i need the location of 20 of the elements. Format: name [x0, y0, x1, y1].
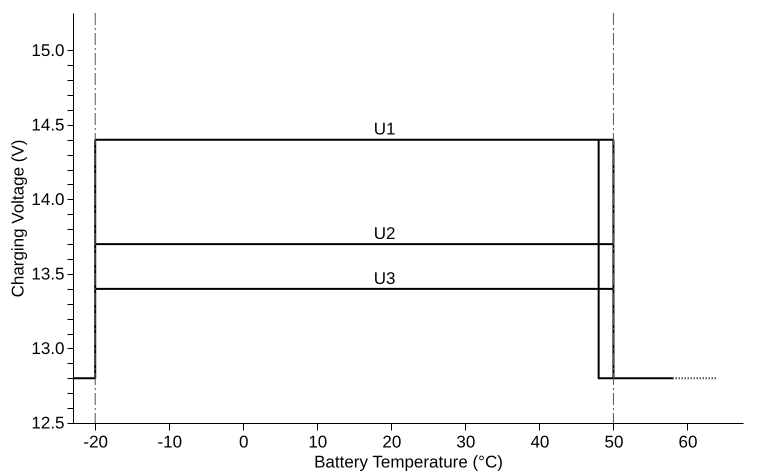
y-tick-label: 14.0	[31, 190, 64, 209]
y-axis-title: Charging Voltage (V)	[8, 140, 28, 298]
x-axis-title: Battery Temperature (°C)	[314, 452, 503, 472]
annotation: U2	[374, 224, 396, 244]
annotation: U3	[374, 268, 396, 288]
x-tick-label: 10	[308, 432, 328, 452]
x-tick-label: 20	[382, 432, 402, 452]
annotation: U1	[374, 120, 396, 139]
x-tick-label: 50	[604, 432, 624, 452]
x-tick-label: 0	[239, 432, 249, 452]
y-tick-label: 13.0	[31, 338, 64, 358]
x-tick-label: 40	[530, 432, 550, 452]
x-tick-label: -20	[83, 432, 108, 452]
y-tick-label: 12.5	[31, 414, 64, 432]
y-tick-label: 15.0	[31, 40, 64, 60]
x-tick-label: 30	[456, 432, 476, 452]
x-tick-label: 60	[678, 432, 698, 452]
x-tick-label: -10	[157, 432, 182, 452]
y-tick-label: 13.5	[31, 264, 64, 284]
y-tick-label: 14.5	[31, 115, 64, 134]
